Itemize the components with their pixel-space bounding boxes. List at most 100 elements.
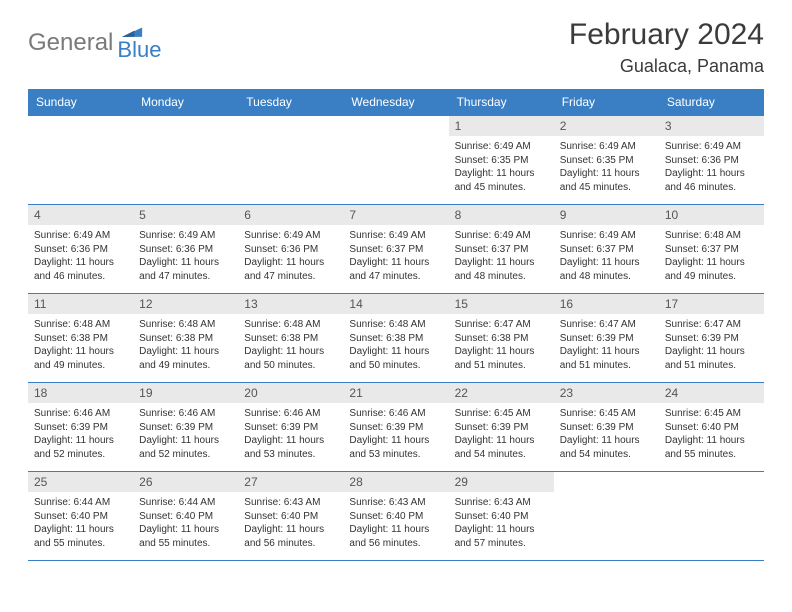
day-header-wednesday: Wednesday: [343, 89, 448, 116]
day-number: 5: [133, 205, 238, 225]
day-details: Sunrise: 6:44 AMSunset: 6:40 PMDaylight:…: [133, 492, 238, 560]
day-number: 3: [659, 116, 764, 136]
day-number: 16: [554, 294, 659, 314]
day-number: 13: [238, 294, 343, 314]
day-details: Sunrise: 6:43 AMSunset: 6:40 PMDaylight:…: [343, 492, 448, 560]
logo-text-general: General: [28, 29, 113, 57]
day-details: Sunrise: 6:48 AMSunset: 6:38 PMDaylight:…: [238, 314, 343, 382]
day-details: Sunrise: 6:48 AMSunset: 6:38 PMDaylight:…: [343, 314, 448, 382]
day-number: 20: [238, 383, 343, 403]
day-number: 8: [449, 205, 554, 225]
week-row: 4Sunrise: 6:49 AMSunset: 6:36 PMDaylight…: [28, 205, 764, 294]
day-cell: [554, 472, 659, 561]
day-cell: 29Sunrise: 6:43 AMSunset: 6:40 PMDayligh…: [449, 472, 554, 561]
calendar: Sunday Monday Tuesday Wednesday Thursday…: [28, 89, 764, 561]
logo: GeneralBlue: [28, 26, 161, 60]
day-number: 1: [449, 116, 554, 136]
week-row: 1Sunrise: 6:49 AMSunset: 6:35 PMDaylight…: [28, 116, 764, 205]
day-details: Sunrise: 6:47 AMSunset: 6:38 PMDaylight:…: [449, 314, 554, 382]
day-details: Sunrise: 6:43 AMSunset: 6:40 PMDaylight:…: [449, 492, 554, 560]
day-number: 27: [238, 472, 343, 492]
week-row: 25Sunrise: 6:44 AMSunset: 6:40 PMDayligh…: [28, 472, 764, 561]
day-cell: [28, 116, 133, 205]
day-cell: 4Sunrise: 6:49 AMSunset: 6:36 PMDaylight…: [28, 205, 133, 294]
day-cell: 16Sunrise: 6:47 AMSunset: 6:39 PMDayligh…: [554, 294, 659, 383]
day-cell: 5Sunrise: 6:49 AMSunset: 6:36 PMDaylight…: [133, 205, 238, 294]
location-label: Gualaca, Panama: [569, 56, 764, 77]
logo-text-blue: Blue: [117, 40, 161, 60]
day-cell: 21Sunrise: 6:46 AMSunset: 6:39 PMDayligh…: [343, 383, 448, 472]
page-header: GeneralBlue February 2024 Gualaca, Panam…: [28, 18, 764, 77]
day-cell: 8Sunrise: 6:49 AMSunset: 6:37 PMDaylight…: [449, 205, 554, 294]
day-cell: 23Sunrise: 6:45 AMSunset: 6:39 PMDayligh…: [554, 383, 659, 472]
day-cell: [659, 472, 764, 561]
day-cell: 1Sunrise: 6:49 AMSunset: 6:35 PMDaylight…: [449, 116, 554, 205]
day-details: Sunrise: 6:49 AMSunset: 6:36 PMDaylight:…: [133, 225, 238, 293]
day-details: Sunrise: 6:47 AMSunset: 6:39 PMDaylight:…: [659, 314, 764, 382]
day-details: Sunrise: 6:49 AMSunset: 6:36 PMDaylight:…: [28, 225, 133, 293]
month-title: February 2024: [569, 18, 764, 52]
day-details: Sunrise: 6:49 AMSunset: 6:37 PMDaylight:…: [449, 225, 554, 293]
day-number: 15: [449, 294, 554, 314]
day-cell: 14Sunrise: 6:48 AMSunset: 6:38 PMDayligh…: [343, 294, 448, 383]
day-cell: 17Sunrise: 6:47 AMSunset: 6:39 PMDayligh…: [659, 294, 764, 383]
day-number: 19: [133, 383, 238, 403]
day-number: 28: [343, 472, 448, 492]
day-header-sunday: Sunday: [28, 89, 133, 116]
day-details: Sunrise: 6:48 AMSunset: 6:38 PMDaylight:…: [133, 314, 238, 382]
day-details: Sunrise: 6:46 AMSunset: 6:39 PMDaylight:…: [343, 403, 448, 471]
day-number: 2: [554, 116, 659, 136]
day-number: 21: [343, 383, 448, 403]
day-number: 23: [554, 383, 659, 403]
day-number: 6: [238, 205, 343, 225]
day-details: Sunrise: 6:43 AMSunset: 6:40 PMDaylight:…: [238, 492, 343, 560]
day-number: 25: [28, 472, 133, 492]
day-cell: 3Sunrise: 6:49 AMSunset: 6:36 PMDaylight…: [659, 116, 764, 205]
day-number: 17: [659, 294, 764, 314]
day-details: Sunrise: 6:49 AMSunset: 6:35 PMDaylight:…: [554, 136, 659, 204]
day-cell: 10Sunrise: 6:48 AMSunset: 6:37 PMDayligh…: [659, 205, 764, 294]
day-cell: 22Sunrise: 6:45 AMSunset: 6:39 PMDayligh…: [449, 383, 554, 472]
day-cell: 25Sunrise: 6:44 AMSunset: 6:40 PMDayligh…: [28, 472, 133, 561]
day-details: Sunrise: 6:46 AMSunset: 6:39 PMDaylight:…: [238, 403, 343, 471]
day-cell: 24Sunrise: 6:45 AMSunset: 6:40 PMDayligh…: [659, 383, 764, 472]
day-header-saturday: Saturday: [659, 89, 764, 116]
day-details: Sunrise: 6:47 AMSunset: 6:39 PMDaylight:…: [554, 314, 659, 382]
day-details: Sunrise: 6:49 AMSunset: 6:35 PMDaylight:…: [449, 136, 554, 204]
day-number: 4: [28, 205, 133, 225]
day-cell: 15Sunrise: 6:47 AMSunset: 6:38 PMDayligh…: [449, 294, 554, 383]
day-cell: 11Sunrise: 6:48 AMSunset: 6:38 PMDayligh…: [28, 294, 133, 383]
day-cell: 9Sunrise: 6:49 AMSunset: 6:37 PMDaylight…: [554, 205, 659, 294]
title-block: February 2024 Gualaca, Panama: [569, 18, 764, 77]
day-cell: 28Sunrise: 6:43 AMSunset: 6:40 PMDayligh…: [343, 472, 448, 561]
day-cell: [133, 116, 238, 205]
day-cell: 27Sunrise: 6:43 AMSunset: 6:40 PMDayligh…: [238, 472, 343, 561]
day-number: 26: [133, 472, 238, 492]
day-cell: [238, 116, 343, 205]
day-cell: 13Sunrise: 6:48 AMSunset: 6:38 PMDayligh…: [238, 294, 343, 383]
day-number: 10: [659, 205, 764, 225]
day-cell: 6Sunrise: 6:49 AMSunset: 6:36 PMDaylight…: [238, 205, 343, 294]
day-number: 9: [554, 205, 659, 225]
week-row: 18Sunrise: 6:46 AMSunset: 6:39 PMDayligh…: [28, 383, 764, 472]
day-details: Sunrise: 6:48 AMSunset: 6:38 PMDaylight:…: [28, 314, 133, 382]
day-details: Sunrise: 6:45 AMSunset: 6:40 PMDaylight:…: [659, 403, 764, 471]
day-header-monday: Monday: [133, 89, 238, 116]
day-number: 12: [133, 294, 238, 314]
day-number: 18: [28, 383, 133, 403]
day-cell: [343, 116, 448, 205]
day-header-thursday: Thursday: [449, 89, 554, 116]
day-cell: 20Sunrise: 6:46 AMSunset: 6:39 PMDayligh…: [238, 383, 343, 472]
day-header-tuesday: Tuesday: [238, 89, 343, 116]
day-cell: 2Sunrise: 6:49 AMSunset: 6:35 PMDaylight…: [554, 116, 659, 205]
day-details: Sunrise: 6:46 AMSunset: 6:39 PMDaylight:…: [133, 403, 238, 471]
day-details: Sunrise: 6:45 AMSunset: 6:39 PMDaylight:…: [554, 403, 659, 471]
day-cell: 19Sunrise: 6:46 AMSunset: 6:39 PMDayligh…: [133, 383, 238, 472]
day-header-friday: Friday: [554, 89, 659, 116]
day-number: 14: [343, 294, 448, 314]
day-details: Sunrise: 6:45 AMSunset: 6:39 PMDaylight:…: [449, 403, 554, 471]
calendar-table: Sunday Monday Tuesday Wednesday Thursday…: [28, 89, 764, 560]
day-details: Sunrise: 6:48 AMSunset: 6:37 PMDaylight:…: [659, 225, 764, 293]
week-row: 11Sunrise: 6:48 AMSunset: 6:38 PMDayligh…: [28, 294, 764, 383]
day-details: Sunrise: 6:49 AMSunset: 6:36 PMDaylight:…: [659, 136, 764, 204]
